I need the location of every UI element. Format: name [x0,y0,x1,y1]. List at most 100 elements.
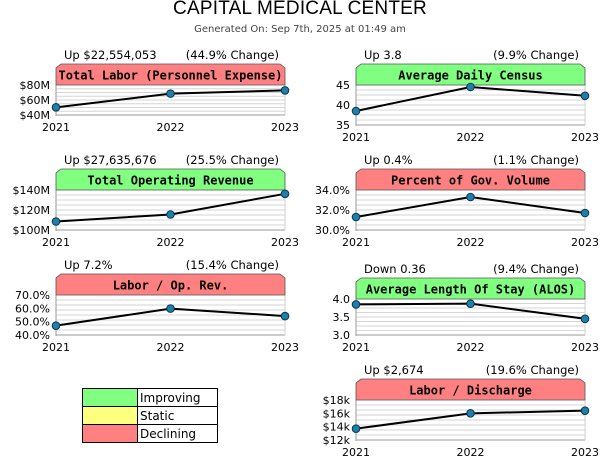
legend-label-improving: Improving [140,390,201,405]
chart1-change-left: Up $22,554,053 [64,48,157,62]
chart2-change-right: (9.9% Change) [493,48,579,62]
chart1-data-point [280,86,290,95]
chart5-y-tick-label: 50.0% [15,316,50,329]
chart7-title: Labor / Discharge [409,384,532,398]
chart5-change-left: Up 7.2% [64,258,113,272]
chart6-data-point [466,299,475,308]
chart7-data-point [466,409,475,418]
chart4-y-tick-label: 34.0% [315,184,350,197]
chart5-data-point [166,304,175,313]
chart7-x-tick-label: 2021 [342,446,370,459]
chart1-title: Total Labor (Personnel Expense) [59,69,283,83]
legend-item-improving: Improving [83,389,217,407]
chart2-x-tick-label: 2021 [342,131,370,144]
chart5-x-tick-label: 2023 [271,341,299,354]
chart3-gridlines [56,189,285,231]
chart7-y-tick-label: $16k [323,407,351,420]
chart2-data-point [580,91,590,101]
chart2-title-banner [355,63,586,86]
chart4-title-banner [355,168,586,191]
chart7-x-tick-label: 2022 [457,446,485,459]
chart5-y-tick-label: 60.0% [15,302,50,315]
chart5-title-banner [55,273,286,296]
chart4-y-tick-label: 30.0% [315,224,350,237]
chart6-y-tick-label: 4.0 [333,293,351,306]
chart1-x-tick-label: 2023 [271,121,299,134]
chart4-x-tick-label: 2021 [342,236,370,249]
chart2-x-tick-label: 2022 [457,131,485,144]
chart4-x-tick-label: 2022 [457,236,485,249]
chart7-y-tick-label: $18k [323,394,351,407]
chart6-change-left: Down 0.36 [364,262,426,276]
chart5-data-point [51,321,61,330]
chart3-y-tick-label: $100M [13,224,51,237]
chart3-x-tick-label: 2021 [42,236,70,249]
chart5-y-tick-label: 70.0% [15,289,50,302]
chart1-data-point [51,103,61,112]
chart7-change-left: Up $2,674 [364,363,424,377]
chart6-x-tick-label: 2021 [342,341,370,354]
legend: Improving Static Declining [82,388,218,443]
chart7-title-banner [355,378,586,401]
chart2-y-tick-label: 45 [336,79,350,92]
chart6-data-point [580,314,590,324]
chart1-x-tick-label: 2021 [42,121,70,134]
chart2-data-point [466,82,475,92]
chart2-title: Average Daily Census [398,69,543,83]
chart1-y-tick-label: $40M [20,109,51,122]
chart3-title: Total Operating Revenue [87,174,253,188]
chart7-data-point [580,406,590,415]
chart6-y-tick-label: 3.0 [333,329,351,342]
chart3-x-tick-label: 2023 [271,236,299,249]
legend-label-static: Static [140,408,175,423]
chart1-title-banner [55,63,286,86]
chart6-x-tick-label: 2023 [571,341,599,354]
chart6-change-right: (9.4% Change) [493,262,579,276]
page-title: CAPITAL MEDICAL CENTER [173,0,427,19]
chart7-y-tick-label: $14k [323,421,351,434]
legend-item-static: Static [83,407,217,425]
chart4-change-right: (1.1% Change) [493,153,579,167]
legend-swatch-static [83,407,138,424]
chart5-data-point [280,311,290,321]
chart7-x-tick-label: 2023 [571,446,599,459]
page-subtitle: Generated On: Sep 7th, 2025 at 01:49 am [194,24,406,35]
chart4-y-tick-label: 32.0% [315,204,350,217]
chart5-title: Labor / Op. Rev. [113,279,229,293]
chart4-data-point [351,212,361,222]
chart2-y-tick-label: 40 [336,99,350,112]
chart5-gridlines [56,294,285,336]
chart1-data-point [166,89,175,98]
chart4-x-tick-label: 2023 [571,236,599,249]
chart3-data-point [280,189,290,199]
chart4-change-left: Up 0.4% [364,153,413,167]
chart1-y-tick-label: $60M [20,94,51,107]
chart6-title-banner [355,277,586,300]
chart5-y-tick-label: 40.0% [15,329,50,342]
chart7-change-right: (19.6% Change) [486,363,579,377]
chart1-y-tick-label: $80M [20,79,51,92]
legend-swatch-improving [83,389,138,406]
legend-item-declining: Declining [83,425,217,443]
chart5-x-tick-label: 2021 [42,341,70,354]
chart6-data-point [351,300,361,309]
chart3-change-left: Up $27,635,676 [64,153,157,167]
chart3-x-tick-label: 2022 [157,236,185,249]
chart6-title: Average Length Of Stay (ALOS) [366,283,576,297]
legend-swatch-declining [83,425,138,442]
chart7-gridlines [356,399,585,441]
chart4-data-point [466,192,475,202]
chart1-change-right: (44.9% Change) [186,48,279,62]
chart2-data-point [351,106,361,116]
chart7-data-point [351,424,361,433]
chart3-change-right: (25.5% Change) [186,153,279,167]
chart6-y-tick-label: 3.5 [333,311,351,324]
chart3-y-tick-label: $140M [13,184,51,197]
chart3-data-point [166,210,175,219]
chart2-y-tick-label: 35 [336,119,350,132]
chart5-change-right: (15.4% Change) [186,258,279,272]
chart4-data-point [580,208,590,218]
chart2-x-tick-label: 2023 [571,131,599,144]
chart1-x-tick-label: 2022 [157,121,185,134]
